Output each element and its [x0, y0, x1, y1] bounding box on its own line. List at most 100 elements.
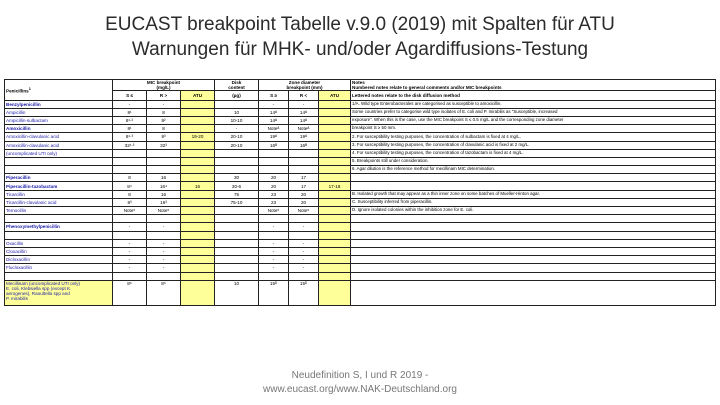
notes-cell: breakpoint S ≥ 50 mm.: [350, 124, 716, 134]
disk-header: Disk content: [214, 78, 259, 92]
zone-r-cell: -: [288, 255, 319, 265]
table-row: Ampicillin-sulbactam 8¹·² 8² 10-10 14ᴬ 14ᴬ exp…: [4, 115, 716, 126]
zone-atu-cell: [318, 197, 351, 208]
notes-cell: [350, 263, 716, 273]
zone-s-cell: -: [258, 255, 289, 265]
zone-s-cell: -: [258, 263, 289, 273]
mic-r-cell: [146, 214, 181, 224]
zone-r-cell: -: [288, 263, 319, 273]
zone-s-cell: [258, 271, 289, 281]
notes-cell: [350, 222, 716, 232]
zone-r-cell: 15ᴰ: [288, 279, 319, 306]
drug-name-cell: Phenoxymethylpenicillin: [4, 222, 113, 232]
zone-atu-cell: [318, 124, 351, 134]
table-row: [4, 230, 716, 240]
disk-content-cell: [214, 165, 259, 175]
zone-r-cell: 20: [288, 197, 319, 208]
zone-atu-cell: [318, 279, 351, 306]
mic-s-cell: [112, 156, 147, 167]
table-row: Ticarcillin-clavulanic acid 8³ 16³ 75-10 23 2…: [4, 197, 716, 208]
table-row: [4, 214, 716, 224]
zone-r-cell: -: [288, 238, 319, 248]
disk-content-cell: [214, 230, 259, 240]
notes-cell: exposure". When this is the case, use th…: [350, 115, 716, 126]
notes-cell: [350, 238, 716, 248]
mic-atu-cell: [180, 189, 215, 199]
mic-atu-cell: [180, 222, 215, 232]
mic-atu-cell: [180, 115, 215, 126]
drug-name-cell: Piperacillin-tazobactam: [4, 181, 113, 191]
disk-content-cell: 10: [214, 279, 259, 306]
drug-name-cell: [4, 271, 113, 281]
mic-atu-cell: [180, 107, 215, 117]
mic-s-cell: 8³: [112, 197, 147, 208]
drug-name-cell: Oxacillin: [4, 238, 113, 248]
zone-s-cell: [258, 165, 289, 175]
mic-r-cell: -: [146, 99, 181, 109]
zone-s-cell: -: [258, 246, 289, 257]
zone-s-cell: [258, 148, 289, 158]
drug-name-cell: Ampicillin-sulbactam: [4, 115, 113, 126]
drug-name-cell: [4, 230, 113, 240]
disk-content-cell: 75: [214, 189, 259, 199]
notes-cell: C. Susceptibility inferred from piperaci…: [350, 197, 716, 208]
mic-atu-cell: [180, 99, 215, 109]
drug-name-cell: Benzylpenicillin: [4, 99, 113, 109]
zone-s-cell: Noteᴬ: [258, 124, 289, 134]
drug-name-cell: Temocillin: [4, 206, 113, 216]
table-row: Dicloxacillin - - - -: [4, 255, 716, 265]
mic-s-cell: [112, 165, 147, 175]
zone-r-cell: [288, 214, 319, 224]
zone-r-cell: 14ᴬ: [288, 115, 319, 126]
disk-content-cell: [214, 206, 259, 216]
zone-s-cell: 14ᴬ: [258, 107, 289, 117]
zone-s-cell: 20: [258, 173, 289, 183]
zone-r-cell: 17: [288, 173, 319, 183]
disk-content-cell: [214, 148, 259, 158]
zone-atu-cell: [318, 271, 351, 281]
mic-s-cell: [112, 230, 147, 240]
zone-s-cell: -: [258, 238, 289, 248]
mic-r-cell: [146, 271, 181, 281]
notes-cell: 3. For susceptibility testing purposes, …: [350, 140, 716, 150]
notes-cell: [350, 246, 716, 257]
drug-name-cell: Cloxacillin: [4, 246, 113, 257]
mic-r-cell: [146, 230, 181, 240]
drug-name-cell: Amoxicillin: [4, 124, 113, 134]
mic-atu-cell: [180, 230, 215, 240]
mic-s-cell: Note⁵: [112, 206, 147, 216]
disk-content-cell: -: [214, 124, 259, 134]
slide-title-line2: Warnungen für MHK- und/oder Agardiffusio…: [131, 39, 589, 60]
mic-r-cell: 32³: [146, 140, 181, 150]
zone-r-cell: [288, 148, 319, 158]
zone-s-cell: [258, 156, 289, 167]
zone-atu-cell: [318, 173, 351, 183]
notes-subheader: Lettered notes relate to the disk diffus…: [350, 90, 716, 101]
disk-unit-header: (µg): [214, 90, 259, 101]
mic-header: MIC breakpoint (mg/L): [112, 78, 215, 92]
table-row: Cloxacillin - - - -: [4, 246, 716, 257]
zone-atu-cell: [318, 189, 351, 199]
zone-atu-cell: [318, 238, 351, 248]
notes-cell: [350, 181, 716, 191]
mic-s-cell: 8¹·³: [112, 132, 147, 142]
mic-atu-cell: [180, 214, 215, 224]
drug-name-cell: [4, 214, 113, 224]
disk-content-cell: [214, 263, 259, 273]
notes-cell: 2. For susceptibility testing purposes, …: [350, 132, 716, 142]
table-row: Flucloxacillin - - - -: [4, 263, 716, 273]
notes-cell: B. Isolated growth that may appear as a …: [350, 189, 716, 199]
mic-r-cell: 16: [146, 189, 181, 199]
mic-atu-cell: 16: [180, 181, 215, 191]
notes-header: Notes Numbered notes relate to general co…: [350, 78, 716, 92]
mic-s-cell: -: [112, 263, 147, 273]
footer-line1: Neudefinition S, I und R 2019 -: [291, 370, 429, 381]
drug-name-cell: Ticarcillin: [4, 189, 113, 199]
table-row: Ampicillin 8¹ 8 10 14ᴬ 14ᴬ Some countries pref…: [4, 107, 716, 117]
table-row-mecillinam: Mecillinam (uncomplicated UTI only) E. co…: [4, 279, 716, 306]
mic-atu-cell: [180, 156, 215, 167]
zone-s-cell: Note⁵: [258, 206, 289, 216]
mic-s-cell: 8: [112, 173, 147, 183]
mic-r-cell: 16: [146, 173, 181, 183]
zone-r-cell: Note⁵: [288, 206, 319, 216]
